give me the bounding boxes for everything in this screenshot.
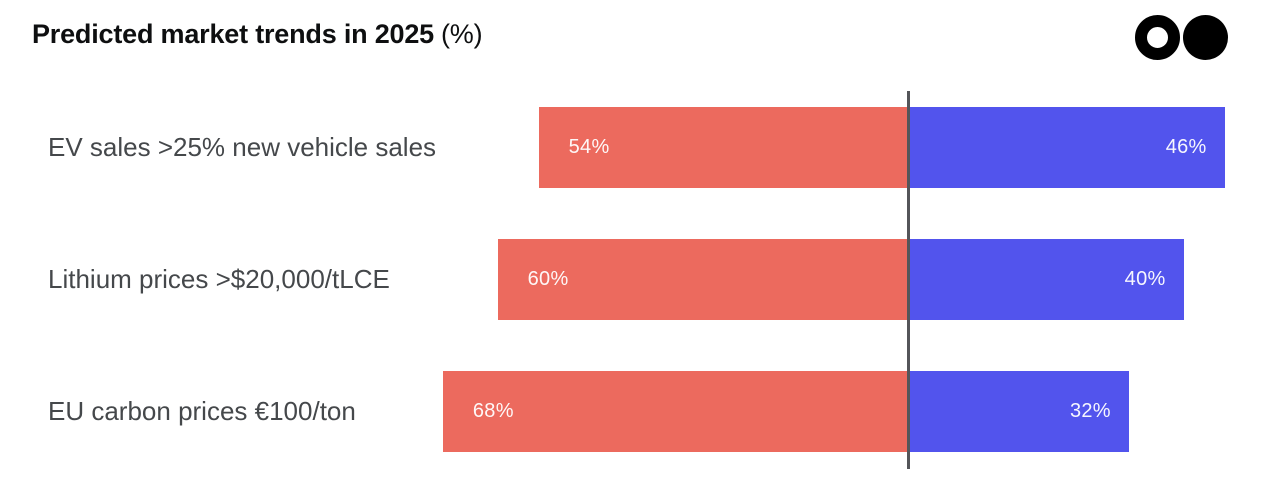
bar-left-segment: 60% — [497, 239, 908, 320]
chart-title-main: Predicted market trends in 2025 — [32, 19, 434, 49]
bar-right-segment: 46% — [910, 107, 1225, 188]
logo — [1135, 15, 1229, 61]
bar-left-segment: 68% — [442, 371, 908, 452]
bar-right-segment: 40% — [910, 239, 1184, 320]
bar-value-label: 46% — [1165, 136, 1207, 158]
bar-value-label: 40% — [1124, 268, 1166, 290]
category-label: EU carbon prices €100/ton — [48, 396, 356, 426]
bar-value-label: 32% — [1069, 400, 1111, 422]
bar-value-label: 54% — [568, 136, 610, 158]
bar-left-segment: 54% — [538, 107, 908, 188]
bar-right-segment: 32% — [910, 371, 1129, 452]
category-label: EV sales >25% new vehicle sales — [48, 132, 437, 162]
chart-title: Predicted market trends in 2025 (%) — [32, 19, 483, 50]
chart-title-unit: (%) — [440, 19, 483, 49]
bar-value-label: 60% — [527, 268, 569, 290]
divider-line — [907, 91, 910, 469]
category-label: Lithium prices >$20,000/tLCE — [48, 264, 390, 294]
bar-value-label: 68% — [472, 400, 514, 422]
filled-circle-icon — [1183, 15, 1228, 60]
